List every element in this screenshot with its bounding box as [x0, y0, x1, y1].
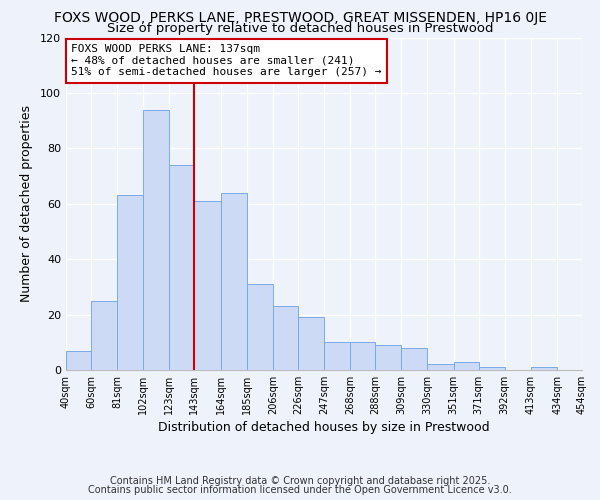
Bar	[427, 364, 454, 370]
Bar	[375, 345, 401, 370]
Bar	[91, 300, 117, 370]
Bar	[117, 196, 143, 370]
X-axis label: Distribution of detached houses by size in Prestwood: Distribution of detached houses by size …	[158, 421, 490, 434]
Bar	[531, 367, 557, 370]
Bar	[221, 192, 247, 370]
Bar	[350, 342, 375, 370]
Bar	[143, 110, 169, 370]
Text: FOXS WOOD, PERKS LANE, PRESTWOOD, GREAT MISSENDEN, HP16 0JE: FOXS WOOD, PERKS LANE, PRESTWOOD, GREAT …	[53, 11, 547, 25]
Text: Contains HM Land Registry data © Crown copyright and database right 2025.: Contains HM Land Registry data © Crown c…	[110, 476, 490, 486]
Bar	[401, 348, 427, 370]
Bar	[169, 165, 194, 370]
Bar	[454, 362, 479, 370]
Bar	[194, 201, 221, 370]
Text: Size of property relative to detached houses in Prestwood: Size of property relative to detached ho…	[107, 22, 493, 35]
Bar	[298, 318, 324, 370]
Y-axis label: Number of detached properties: Number of detached properties	[20, 106, 33, 302]
Bar	[273, 306, 298, 370]
Bar	[247, 284, 273, 370]
Bar	[66, 350, 91, 370]
Bar	[479, 367, 505, 370]
Bar	[324, 342, 350, 370]
Text: FOXS WOOD PERKS LANE: 137sqm
← 48% of detached houses are smaller (241)
51% of s: FOXS WOOD PERKS LANE: 137sqm ← 48% of de…	[71, 44, 382, 78]
Text: Contains public sector information licensed under the Open Government Licence v3: Contains public sector information licen…	[88, 485, 512, 495]
